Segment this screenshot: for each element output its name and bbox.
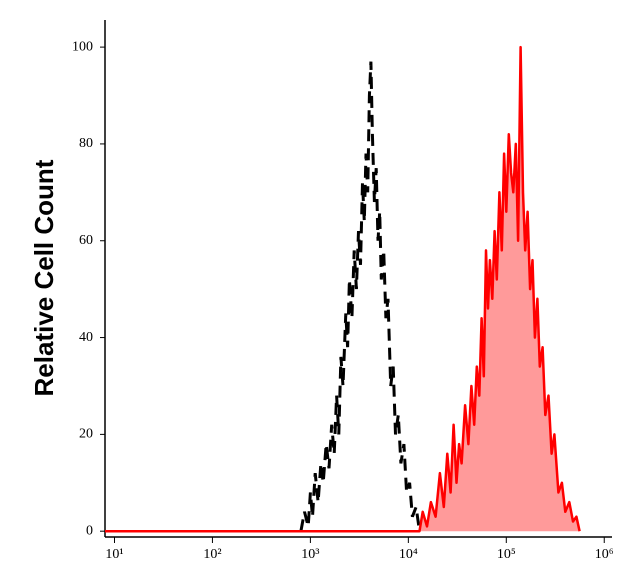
y-tick-label: 80 (79, 136, 93, 151)
histogram-line (105, 45, 581, 533)
y-axis-title: Relative Cell Count (29, 159, 59, 396)
histogram-area (105, 47, 580, 532)
y-tick-label: 40 (79, 330, 93, 345)
y-tick-label: 100 (72, 39, 93, 54)
x-tick-label: 10⁵ (497, 547, 516, 562)
y-tick-label: 20 (79, 427, 93, 442)
x-tick-label: 10² (203, 547, 221, 562)
x-tick-label: 10¹ (105, 547, 123, 562)
y-tick-label: 60 (79, 233, 93, 248)
histogram-line (299, 61, 421, 532)
x-tick-label: 10⁶ (595, 547, 614, 562)
x-tick-label: 10⁴ (399, 547, 418, 562)
y-tick-label: 0 (86, 523, 93, 538)
x-tick-label: 10³ (301, 547, 319, 562)
